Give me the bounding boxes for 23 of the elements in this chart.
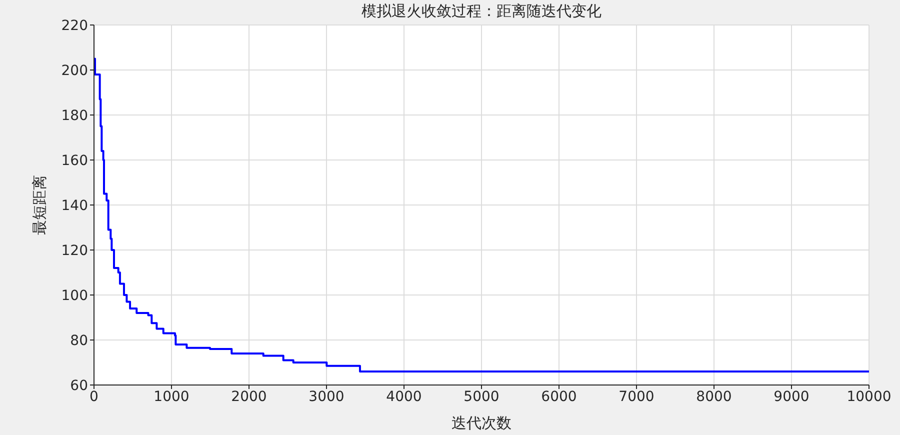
x-tick-label: 9000: [774, 388, 810, 405]
chart-title: 模拟退火收敛过程：距离随迭代变化: [360, 2, 602, 21]
y-tick-label: 200: [61, 62, 88, 79]
x-tick-label: 1000: [154, 388, 190, 405]
x-tick-label: 2000: [231, 388, 267, 405]
y-tick-label: 160: [61, 152, 88, 169]
x-tick-label: 4000: [386, 388, 422, 405]
y-tick-label: 120: [61, 242, 88, 259]
x-tick-label: 7000: [618, 388, 654, 405]
x-tick-label: 10000: [846, 388, 892, 405]
x-tick-label: 3000: [308, 388, 344, 405]
y-tick-label: 220: [61, 18, 88, 34]
y-tick-label: 100: [61, 288, 88, 304]
y-tick-label: 180: [61, 108, 88, 124]
x-tick-label: 6000: [541, 388, 577, 405]
y-tick-label: 60: [70, 378, 88, 394]
y-axis-title: 最短距离: [30, 175, 50, 235]
x-tick-label: 8000: [696, 388, 732, 405]
y-tick-label: 140: [61, 198, 88, 214]
x-axis-title: 迭代次数: [450, 414, 512, 433]
y-tick-label: 80: [70, 332, 88, 349]
x-tick-label: 0: [90, 388, 98, 405]
x-tick-label: 5000: [464, 388, 500, 405]
